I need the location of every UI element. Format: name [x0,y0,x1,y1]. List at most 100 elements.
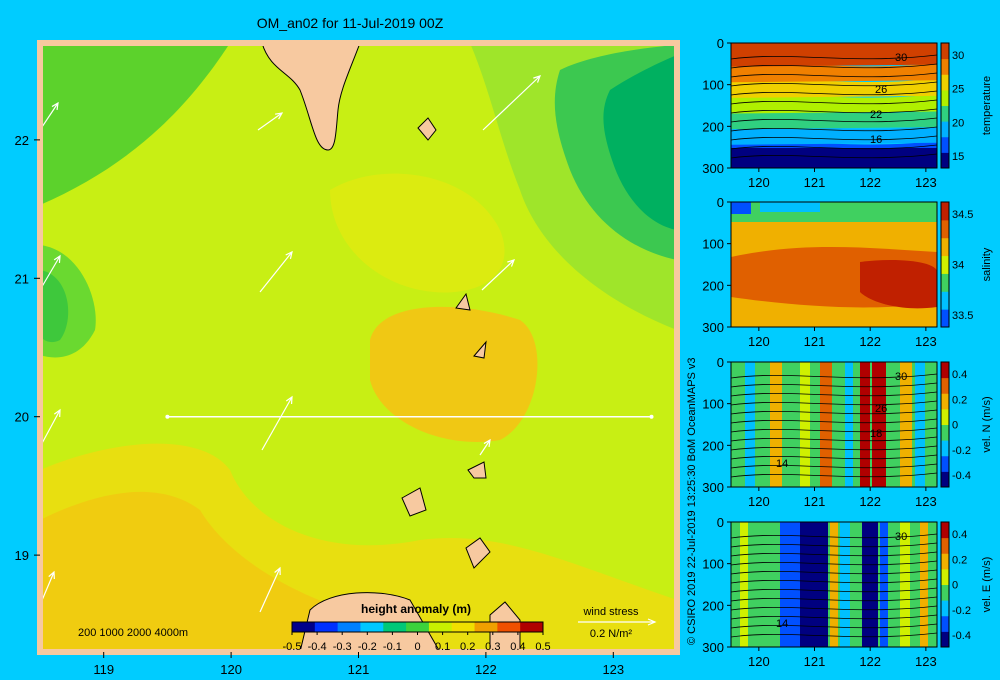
wind-arrow-head [51,101,59,111]
isotherm-contour [731,623,937,629]
section-x-tick-label: 123 [915,334,937,349]
colorbar-tick-label: -0.4 [308,641,327,653]
anomaly-patch-5 [603,55,677,230]
section-y-tick-label: 100 [702,557,724,572]
section-colorbar-segment [941,377,949,394]
section-panel-2: 30 26 18 14 0 100 200 300 120 121 122 123 0.4 0.2 0 -0.… [702,355,993,509]
section-colorbar-tick-label: 0.2 [952,554,967,566]
colorbar-tick-label: 0.2 [460,641,475,653]
section-x-tick-label: 120 [748,175,770,190]
section-colorbar-segment [941,568,949,585]
map-x-tick-label: 119 [93,662,114,677]
section-colorbar-tick-label: -0.2 [952,445,971,457]
section-y-tick-label: 300 [702,640,724,655]
section-y-tick-label: 300 [702,320,724,335]
section-x-tick-label: 122 [859,334,881,349]
wind-arrow-shaft [479,439,491,456]
section-colorbar-segment [941,584,949,601]
land-shape-5 [401,487,427,517]
map-x-tick-label: 122 [475,662,497,677]
contour-label: 18 [870,428,882,440]
section-y-tick-label: 300 [702,161,724,176]
colorbar-segment [520,622,544,632]
section-colorbar-border [940,521,950,648]
colorbar-label: height anomaly (m) [361,602,471,616]
colorbar-segment [428,622,453,632]
section-plot: 30 14 [731,522,937,647]
section-colorbar-border [940,201,950,328]
section-y-tick-label: 200 [702,278,724,293]
isotherm-contour [731,614,937,620]
wind-arrow-head [533,75,542,83]
section-colorbar-segment [941,273,949,292]
isotherm-contour [731,632,937,638]
velocity-band [900,362,912,487]
figure-title: OM_an02 for 11-Jul-2019 00Z [257,15,444,31]
wind-arrow-5 [481,259,516,291]
isotherm-contour [731,117,937,123]
map-x-tick-label: 120 [220,662,242,677]
section-y-tick-label: 300 [702,480,724,495]
section-colorbar-segment [941,522,949,539]
velocity-band [900,522,910,647]
velocity-band [830,522,838,647]
isotherm-contour [731,126,937,132]
wind-arrow-head [53,254,61,264]
section-colorbar-segment [941,471,949,488]
section-colorbar-segment [941,58,949,75]
contour-label: 26 [875,403,887,415]
contour-label: 30 [895,52,907,64]
isotherm-contour [731,463,937,469]
isotherm-contour [731,99,937,105]
wind-arrow-shaft [40,255,61,291]
section-border [730,42,938,169]
section-line-end [649,414,654,419]
wind-arrow-1 [257,112,284,131]
section-colorbar-tick-label: 15 [952,151,964,163]
wind-arrow-shaft [259,567,281,613]
colorbar-tick-label: 0.5 [535,641,550,653]
section-plot: 30 26 18 14 [731,362,937,487]
isotherm-contour [731,533,937,539]
section-panel-3: 30 14 0 100 200 300 120 121 122 123 0.4 0.2 0 -0.2 -0.… [702,515,993,669]
section-x-tick-label: 122 [859,494,881,509]
wind-arrow-6 [40,408,61,448]
isotherm-contour [731,542,937,548]
wind-arrow-4 [259,250,293,293]
contour-label: 30 [895,371,907,383]
wind-arrow-2 [482,75,542,131]
land-shape-2 [455,292,471,311]
colorbar-tick-label: -0.2 [358,641,377,653]
section-colorbar-tick-label: 25 [952,84,964,96]
isotherm-contour [731,409,937,415]
section-colorbar-segment [941,600,949,617]
salinity-fresh-2 [760,202,820,212]
isotherm-contour [731,418,937,424]
section-colorbar-tick-label: 34 [952,260,964,272]
section-colorbar-segment [941,309,949,328]
section-colorbar-segment [941,89,949,106]
colorbar-segment [292,622,316,632]
wind-arrow-head [274,566,281,576]
isotherm-contour [731,445,937,451]
section-colorbar-segment [941,255,949,274]
map-y-tick-label: 20 [15,410,29,425]
velocity-band [920,522,928,647]
wind-stress-unit: 0.2 N/m² [590,628,633,640]
anomaly-patch-0 [40,43,230,205]
velocity-band [800,362,810,487]
section-variable-label: salinity [981,247,993,281]
section-x-tick-label: 121 [804,334,826,349]
section-x-tick-label: 120 [748,334,770,349]
isotherm-contour [731,391,937,397]
isotherm-contour [731,72,937,78]
section-colorbar-segment [941,537,949,554]
wind-arrow-head [507,259,516,267]
velocity-band [740,522,748,647]
anomaly-patch-8 [370,306,538,442]
isotherm-contour [731,560,937,566]
isotherm-contour [731,153,937,159]
section-x-tick-label: 122 [859,175,881,190]
section-y-tick-label: 100 [702,78,724,93]
wind-arrow-shaft [40,409,61,448]
